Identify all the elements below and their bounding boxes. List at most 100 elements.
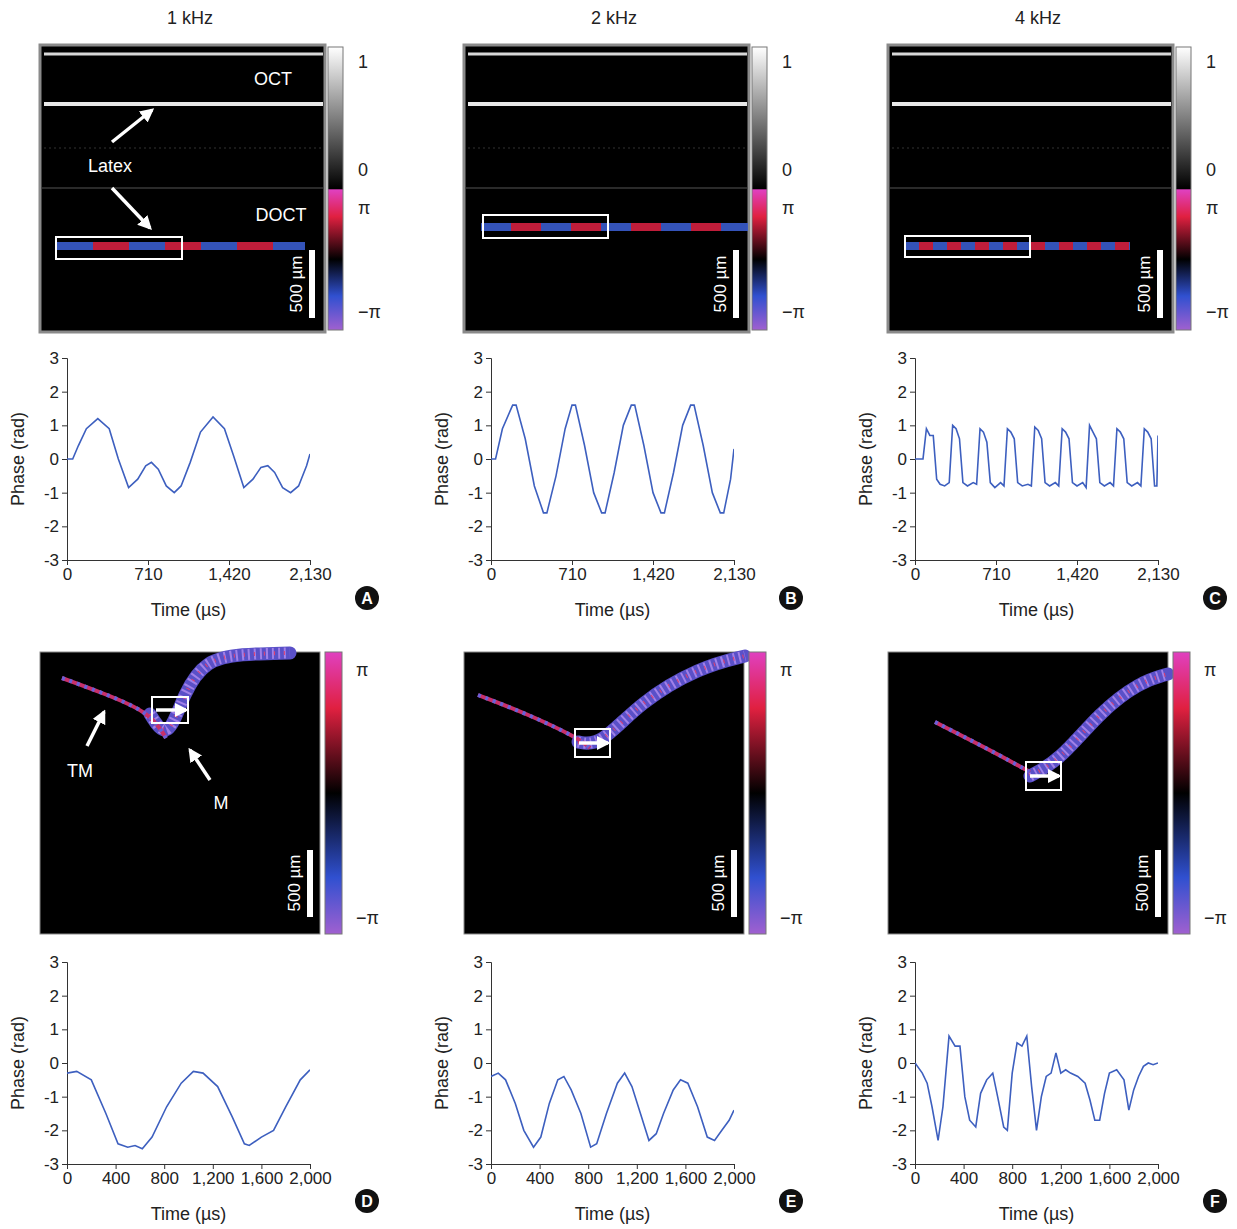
phase-line bbox=[67, 1070, 310, 1149]
tick-mark bbox=[910, 1164, 915, 1165]
x-axis: 04008001,2001,6002,000 bbox=[487, 1164, 756, 1188]
doct-band bbox=[905, 242, 919, 250]
tick: 710 bbox=[982, 560, 1010, 584]
image-divider bbox=[466, 188, 747, 189]
tick: 1,420 bbox=[1056, 560, 1099, 584]
tick-label: 710 bbox=[558, 565, 586, 584]
colorbar bbox=[328, 47, 343, 330]
scale-bar-label: 500 µm bbox=[711, 255, 730, 312]
tick-mark bbox=[62, 962, 67, 963]
doct-band bbox=[1073, 242, 1087, 250]
tick: 3 bbox=[50, 349, 67, 368]
tick-label: -1 bbox=[44, 484, 59, 503]
tick-mark bbox=[486, 459, 491, 460]
tympanic-membrane-stripes bbox=[935, 722, 1030, 772]
doct-band bbox=[919, 242, 933, 250]
tick-mark bbox=[910, 1130, 915, 1131]
tick: 3 bbox=[898, 349, 915, 368]
axis-line bbox=[916, 561, 1159, 566]
doct-band bbox=[1115, 242, 1129, 250]
tick-label: 1 bbox=[50, 416, 59, 435]
x-axis-title: Time (µs) bbox=[999, 1204, 1075, 1224]
oct-layer bbox=[468, 53, 747, 56]
column-title: 2 kHz bbox=[591, 8, 637, 28]
tick-label: 1 bbox=[898, 1020, 907, 1039]
tick: -1 bbox=[44, 1088, 67, 1107]
x-axis: 07101,4202,130 bbox=[487, 560, 756, 584]
phase-line bbox=[67, 417, 310, 493]
phase-line bbox=[915, 1036, 1158, 1140]
colorbar bbox=[752, 47, 767, 330]
membrane-stripes bbox=[1030, 674, 1168, 776]
tick-label: -1 bbox=[468, 484, 483, 503]
colorbar bbox=[1176, 47, 1191, 330]
tick-label: 0 bbox=[50, 1054, 59, 1073]
tick: 0 bbox=[487, 560, 496, 584]
tick-label: 400 bbox=[950, 1169, 978, 1188]
panel-letter: B bbox=[785, 590, 797, 607]
doct-band bbox=[57, 242, 93, 250]
image-label: TM bbox=[67, 761, 93, 781]
tick-mark bbox=[910, 459, 915, 460]
y-axis-title: Phase (rad) bbox=[856, 412, 876, 506]
tick-label: -1 bbox=[468, 1088, 483, 1107]
column-title: 1 kHz bbox=[167, 8, 213, 28]
tick: 0 bbox=[474, 1054, 491, 1073]
oct-layer bbox=[468, 102, 747, 106]
tick: 1 bbox=[50, 1020, 67, 1039]
colorbar-label: −π bbox=[782, 302, 805, 322]
tick-mark bbox=[486, 560, 491, 561]
tick-label: -2 bbox=[44, 1121, 59, 1140]
tick-label: 0 bbox=[911, 1169, 920, 1188]
arrow bbox=[112, 188, 150, 228]
scale-bar bbox=[1157, 250, 1163, 318]
tick: -3 bbox=[44, 1155, 67, 1174]
colorbar-label: −π bbox=[1206, 302, 1229, 322]
tick-mark bbox=[62, 493, 67, 494]
x-axis: 04008001,2001,6002,000 bbox=[63, 1164, 332, 1188]
axis-line bbox=[62, 359, 68, 561]
tympanic-membrane bbox=[935, 722, 1030, 772]
panel-letter: D bbox=[361, 1193, 373, 1210]
scale-bar bbox=[1155, 850, 1161, 917]
tick-mark bbox=[62, 996, 67, 997]
panel-letter-badge bbox=[779, 586, 803, 610]
tick: 0 bbox=[487, 1164, 496, 1188]
tick-label: 0 bbox=[487, 1169, 496, 1188]
tick: -2 bbox=[468, 1121, 491, 1140]
image bbox=[40, 652, 320, 934]
tick-label: -3 bbox=[892, 1155, 907, 1174]
tick: 800 bbox=[999, 1164, 1027, 1188]
plot-area bbox=[915, 425, 1158, 487]
colorbar bbox=[325, 652, 342, 934]
tick-mark bbox=[486, 996, 491, 997]
membrane-stripes bbox=[150, 653, 290, 730]
tick-mark bbox=[486, 392, 491, 393]
tick-label: 3 bbox=[50, 349, 59, 368]
tick-mark bbox=[486, 962, 491, 963]
doct-band bbox=[975, 242, 989, 250]
tick-label: 2 bbox=[474, 987, 483, 1006]
tick-label: 0 bbox=[911, 565, 920, 584]
y-axis: -3-2-10123 bbox=[44, 349, 68, 570]
doct-band bbox=[481, 223, 511, 231]
column-title: 4 kHz bbox=[1015, 8, 1061, 28]
oct-layer bbox=[892, 53, 1171, 56]
doct-band bbox=[1101, 242, 1115, 250]
phase-line bbox=[491, 1073, 734, 1147]
tick-label: -3 bbox=[892, 551, 907, 570]
tick-label: 0 bbox=[898, 1054, 907, 1073]
tick-label: 710 bbox=[134, 565, 162, 584]
x-axis: 04008001,2001,6002,000 bbox=[911, 1164, 1180, 1188]
tick-mark bbox=[62, 1097, 67, 1098]
tick-label: -2 bbox=[892, 517, 907, 536]
tick: 1,600 bbox=[241, 1164, 284, 1188]
tick-label: 2,130 bbox=[1137, 565, 1180, 584]
doct-band bbox=[661, 223, 691, 231]
tick-mark bbox=[486, 526, 491, 527]
image-label: DOCT bbox=[256, 205, 307, 225]
tick-label: 1,420 bbox=[632, 565, 675, 584]
doct-band bbox=[1003, 242, 1017, 250]
tick: 1,200 bbox=[192, 1164, 235, 1188]
tick-label: -3 bbox=[468, 551, 483, 570]
